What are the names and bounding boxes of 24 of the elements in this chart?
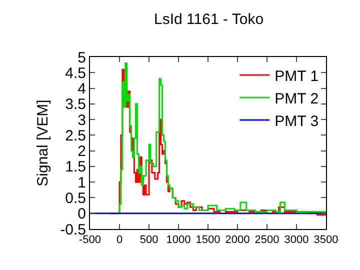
y-tick-label: 4	[78, 80, 86, 98]
y-tick-label: 2.5	[65, 127, 86, 144]
y-tick-label: 5	[78, 49, 86, 66]
x-tick-label: 0	[116, 234, 123, 246]
chart-title: LsId 1161 - Toko	[154, 11, 264, 28]
y-tick-label: 1	[78, 174, 86, 192]
y-tick-label: 3	[78, 112, 86, 129]
y-axis-title: Signal [VEM]	[34, 100, 52, 186]
x-tick-label: 2500	[254, 234, 280, 246]
y-tick-label: 2	[78, 143, 86, 160]
x-tick-label: 2000	[225, 234, 250, 246]
x-tick-label: 3500	[314, 234, 338, 246]
y-tick-label: 0.5	[65, 190, 86, 207]
y-tick-label: 1.5	[65, 158, 86, 176]
x-tick-label: 1000	[166, 234, 191, 246]
legend-label: PMT 1	[274, 68, 319, 85]
x-tick-label: 1500	[196, 234, 220, 246]
y-tick-label: 0	[78, 206, 86, 223]
y-tick-label: 4.5	[65, 64, 86, 82]
y-tick-label: 3.5	[65, 96, 86, 114]
legend-label: PMT 3	[274, 112, 319, 130]
x-tick-label: 3000	[284, 234, 309, 246]
x-tick-label: 500	[140, 234, 158, 246]
legend-label: PMT 2	[274, 90, 319, 108]
